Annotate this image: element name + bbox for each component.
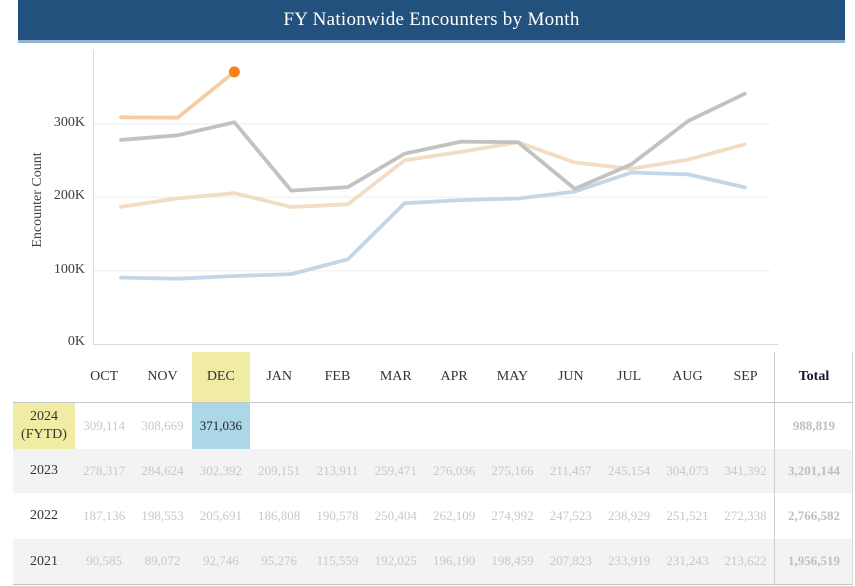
column-header-mar[interactable]: MAR [366,352,425,403]
cell-2022-total: 2,766,582 [774,493,853,539]
y-tick-100k: 100K [53,262,85,277]
cell-2022-aug[interactable]: 251,521 [666,508,709,523]
series-line-2024-fytd[interactable] [119,70,237,120]
cell-2024-may[interactable] [483,402,541,449]
table-row-2023: 2023 278,317 284,624 302,392 209,151 213… [13,449,853,493]
cell-2023-jul[interactable]: 245,154 [607,463,651,478]
column-header-dec-highlighted[interactable]: DEC [191,352,250,403]
cell-2024-jun[interactable] [542,402,600,449]
y-tick-200k: 200K [53,188,85,203]
table-row-2022: 2022 187,136 198,553 205,691 186,808 190… [13,493,853,539]
cell-2022-dec[interactable]: 205,691 [199,508,242,523]
column-header-apr[interactable]: APR [424,352,484,403]
column-header-feb[interactable]: FEB [308,352,367,403]
cell-2022-mar[interactable]: 250,404 [374,508,417,523]
y-tick-0k: 0K [67,334,85,349]
cell-2024-dec-selected[interactable]: 371,036 [191,402,250,449]
cell-2024-nov[interactable]: 308,669 [141,417,184,433]
cell-2021-total: 1,956,519 [774,539,853,584]
cell-2023-apr[interactable]: 276,036 [433,463,476,478]
cell-2022-jan[interactable]: 186,808 [258,508,301,523]
column-header-sep[interactable]: SEP [716,352,775,403]
cell-2021-feb[interactable]: 115,559 [316,553,359,569]
cell-2023-jan[interactable]: 209,151 [258,463,301,478]
cell-2021-jun[interactable]: 207,823 [549,553,592,569]
column-header-jan[interactable]: JAN [249,352,309,403]
column-header-oct[interactable]: OCT [75,352,134,403]
cell-2021-apr[interactable]: 196,190 [433,553,476,569]
cell-2023-total: 3,201,144 [774,449,853,493]
page-title: FY Nationwide Encounters by Month [283,9,580,30]
row-label-column-header [13,352,75,403]
cell-2023-dec[interactable]: 302,392 [199,463,242,478]
row-label-2024-fytd-highlighted[interactable]: 2024 (FYTD) [13,402,75,449]
cell-2021-jan[interactable]: 95,276 [261,553,298,569]
cell-2023-mar[interactable]: 259,471 [374,463,417,478]
cell-2022-jul[interactable]: 238,929 [607,508,651,523]
cell-2021-dec[interactable]: 92,746 [202,553,239,569]
cell-2021-may[interactable]: 198,459 [491,553,534,569]
cell-2021-oct[interactable]: 90,585 [86,553,123,569]
table-row-2024-fytd: 2024 (FYTD) 309,114 308,669 371,036 988,… [13,402,853,449]
encounters-table: OCT NOV DEC JAN FEB MAR APR MAY JUN JUL … [13,352,854,585]
cell-2021-nov[interactable]: 89,072 [144,553,181,569]
row-label-2021[interactable]: 2021 [30,553,58,569]
cell-2024-mar[interactable] [367,402,425,449]
series-line-2022[interactable] [119,140,747,209]
column-header-may[interactable]: MAY [483,352,542,403]
y-tick-300k: 300K [53,115,85,130]
report-title-bar: FY Nationwide Encounters by Month [18,0,845,43]
series-marker-2024-fytd[interactable] [228,66,240,78]
cell-2024-oct[interactable]: 309,114 [83,417,126,433]
encounters-line-chart[interactable] [0,0,855,352]
series-line-2021[interactable] [119,170,747,281]
cell-2021-mar[interactable]: 192,025 [374,553,417,569]
cell-2024-feb[interactable] [308,402,366,449]
cell-2023-feb[interactable]: 213,911 [316,463,359,478]
column-header-jun[interactable]: JUN [541,352,600,403]
cell-2022-jun[interactable]: 247,523 [549,508,592,523]
row-label-2023[interactable]: 2023 [30,463,58,479]
cell-2021-aug[interactable]: 231,243 [666,553,709,569]
cell-2024-total: 988,819 [774,402,853,449]
cell-2023-sep[interactable]: 341,392 [724,463,767,478]
cell-2024-sep[interactable] [717,402,775,449]
cell-2023-aug[interactable]: 304,073 [666,463,709,478]
cell-2022-feb[interactable]: 190,578 [316,508,359,523]
cell-2022-nov[interactable]: 198,553 [141,508,184,523]
table-header-row: OCT NOV DEC JAN FEB MAR APR MAY JUN JUL … [13,352,853,403]
column-header-total: Total [774,352,853,403]
row-label-2022[interactable]: 2022 [30,508,58,524]
table-row-2021: 2021 90,585 89,072 92,746 95,276 115,559… [13,539,853,584]
cell-2023-nov[interactable]: 284,624 [141,463,184,478]
cell-2023-jun[interactable]: 211,457 [549,463,592,478]
cell-2022-oct[interactable]: 187,136 [83,508,126,523]
cell-2024-jul[interactable] [600,402,658,449]
cell-2021-sep[interactable]: 213,622 [724,553,767,569]
column-header-aug[interactable]: AUG [658,352,717,403]
cell-2024-jan[interactable] [250,402,308,449]
series-line-2023[interactable] [119,91,747,193]
column-header-nov[interactable]: NOV [133,352,192,403]
cell-2022-sep[interactable]: 272,338 [724,508,767,523]
cell-2024-apr[interactable] [425,402,483,449]
cell-2023-oct[interactable]: 278,317 [83,463,126,478]
cell-2023-may[interactable]: 275,166 [491,463,534,478]
column-header-jul[interactable]: JUL [599,352,659,403]
cell-2024-aug[interactable] [658,402,716,449]
cell-2022-may[interactable]: 274,992 [491,508,534,523]
cell-2022-apr[interactable]: 262,109 [433,508,476,523]
cell-2021-jul[interactable]: 233,919 [607,553,651,569]
